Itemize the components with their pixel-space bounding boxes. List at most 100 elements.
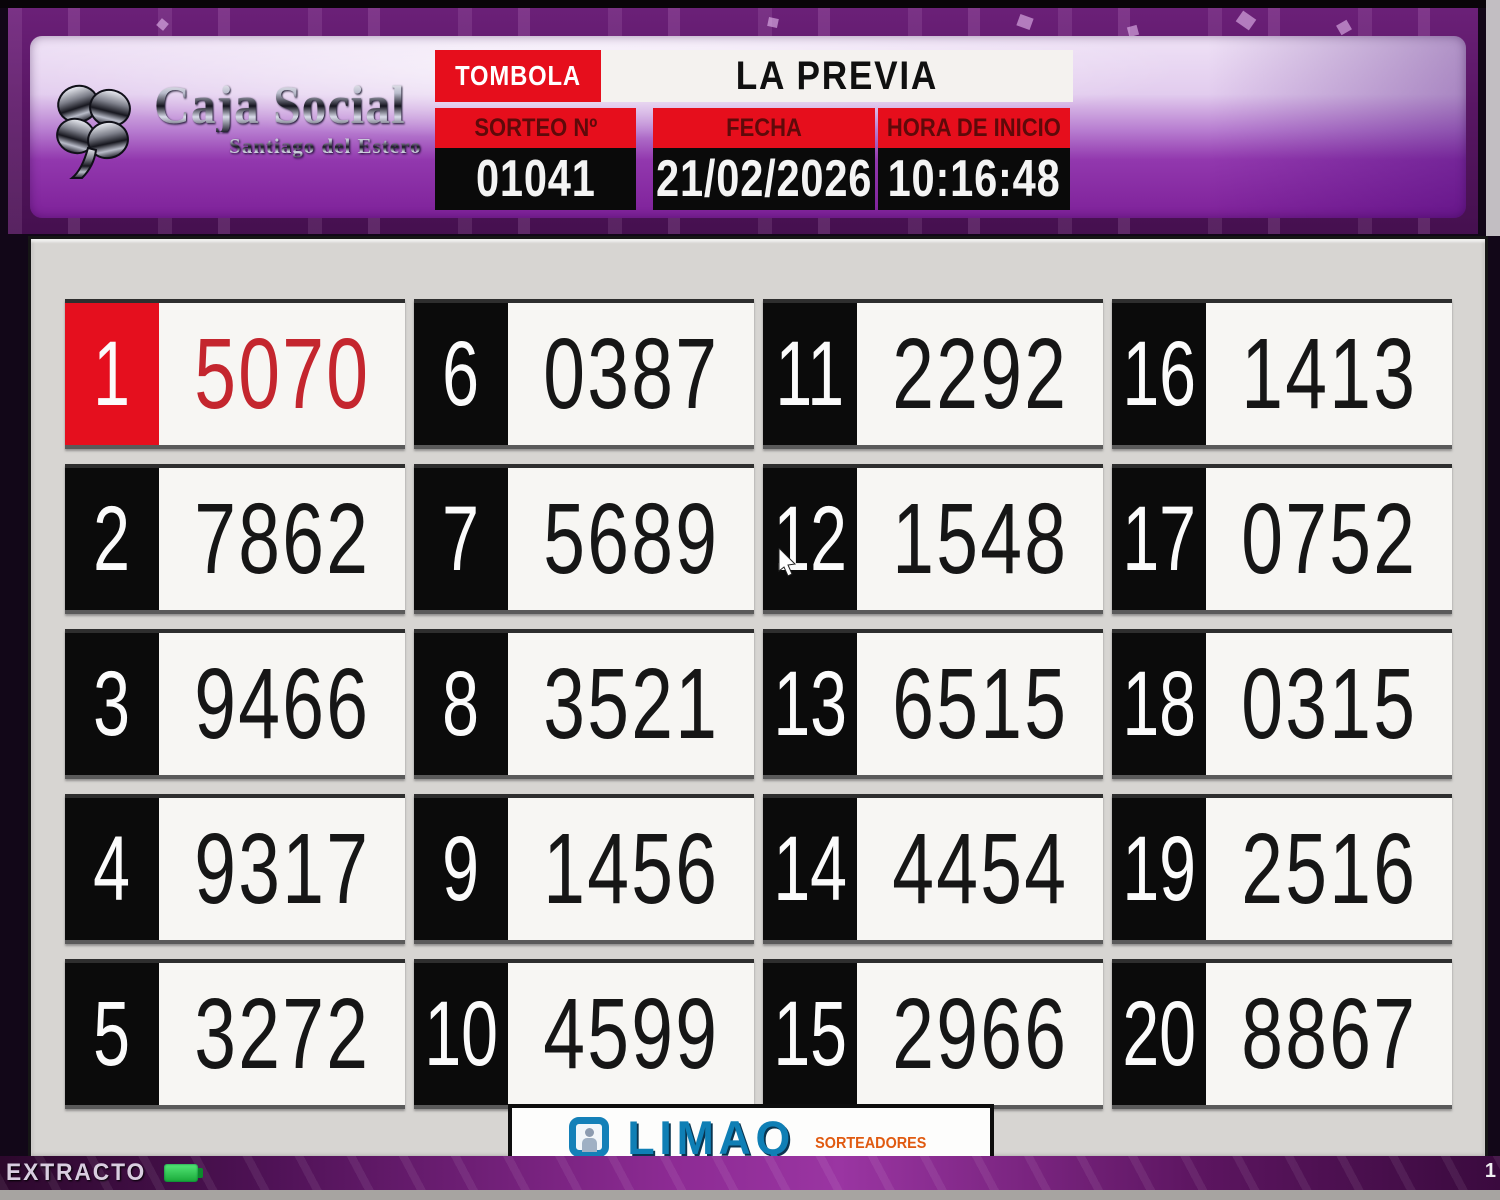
top-frame-strip — [0, 0, 1500, 8]
result-position: 12 — [763, 468, 857, 610]
draw-title-row: TOMBOLA LA PREVIA — [435, 50, 1073, 102]
confetti-decoration — [1235, 10, 1257, 31]
field-hora: HORA DE INICIO 10:16:48 — [878, 108, 1070, 210]
result-number: 6515 — [892, 647, 1068, 760]
result-position: 11 — [763, 303, 857, 445]
field-sorteo-label-text: SORTEO Nº — [474, 113, 597, 142]
game-label-badge: TOMBOLA — [435, 50, 601, 102]
result-number: 5689 — [543, 482, 719, 595]
result-cell-12: 12 1548 — [763, 464, 1103, 614]
field-sorteo-value-text: 01041 — [475, 150, 596, 208]
result-cell-8: 8 3521 — [414, 629, 754, 779]
result-position: 17 — [1112, 468, 1206, 610]
result-cell-2: 2 7862 — [65, 464, 405, 614]
draw-fields-row: SORTEO Nº 01041 FECHA 21/02/2026 HORA DE… — [435, 108, 1073, 210]
result-position: 20 — [1112, 963, 1206, 1105]
result-cell-4: 4 9317 — [65, 794, 405, 944]
logo-subtitle: Santiago del Estero — [154, 134, 428, 159]
result-position: 19 — [1112, 798, 1206, 940]
result-position: 13 — [763, 633, 857, 775]
result-number: 9317 — [194, 812, 370, 925]
result-cell-16: 16 1413 — [1112, 299, 1452, 449]
confetti-decoration — [1336, 19, 1352, 36]
result-number: 2966 — [892, 977, 1068, 1090]
result-number: 0387 — [543, 317, 719, 430]
battery-icon — [163, 1164, 203, 1182]
result-position: 4 — [65, 798, 159, 940]
screen-right-edge — [1486, 0, 1500, 236]
result-position: 9 — [414, 798, 508, 940]
field-fecha-label: FECHA — [653, 108, 875, 148]
limaq-tagline: SORTEADORES — [815, 1135, 927, 1152]
bottom-frame-strip — [0, 1190, 1500, 1200]
result-number: 1548 — [892, 482, 1068, 595]
field-fecha-value: 21/02/2026 — [653, 148, 875, 210]
field-hora-value-text: 10:16:48 — [887, 150, 1061, 208]
logo-title: Caja Social — [154, 75, 406, 135]
confetti-decoration — [767, 17, 779, 28]
draw-title: LA PREVIA — [735, 53, 939, 98]
game-label: TOMBOLA — [455, 60, 581, 91]
result-cell-7: 7 5689 — [414, 464, 754, 614]
field-fecha-value-text: 21/02/2026 — [655, 150, 873, 208]
field-sorteo-value: 01041 — [435, 148, 636, 210]
result-position: 10 — [414, 963, 508, 1105]
result-number: 0752 — [1241, 482, 1417, 595]
result-position: 16 — [1112, 303, 1206, 445]
result-number: 4599 — [543, 977, 719, 1090]
result-number: 4454 — [892, 812, 1068, 925]
limaq-logo-strip: LIMAQ SORTEADORES — [508, 1104, 994, 1166]
result-cell-20: 20 8867 — [1112, 959, 1452, 1109]
results-panel: 1 5070 6 0387 11 2292 16 1413 2 7862 7 5… — [28, 236, 1488, 1162]
field-hora-label: HORA DE INICIO — [878, 108, 1070, 148]
limaq-q-icon — [569, 1117, 609, 1157]
result-number: 3272 — [194, 977, 370, 1090]
result-number: 2292 — [892, 317, 1068, 430]
result-cell-9: 9 1456 — [414, 794, 754, 944]
result-position: 14 — [763, 798, 857, 940]
result-number: 8867 — [1241, 977, 1417, 1090]
result-position: 5 — [65, 963, 159, 1105]
confetti-decoration — [156, 18, 169, 31]
result-position: 7 — [414, 468, 508, 610]
result-number: 7862 — [194, 482, 370, 595]
result-number: 1456 — [543, 812, 719, 925]
result-position: 3 — [65, 633, 159, 775]
result-cell-19: 19 2516 — [1112, 794, 1452, 944]
result-cell-6: 6 0387 — [414, 299, 754, 449]
caja-social-logo: Caja Social Santiago del Estero — [48, 78, 428, 182]
field-fecha-label-text: FECHA — [726, 113, 802, 142]
logo-text: Caja Social Santiago del Estero — [154, 78, 428, 159]
result-number: 2516 — [1241, 812, 1417, 925]
result-cell-10: 10 4599 — [414, 959, 754, 1109]
limaq-brand: LIMAQ — [627, 1110, 796, 1164]
clover-icon — [56, 84, 131, 179]
extracto-label: EXTRACTO — [6, 1159, 147, 1186]
result-position: 2 — [65, 468, 159, 610]
draw-title-box: LA PREVIA — [601, 50, 1073, 102]
field-sorteo-label: SORTEO Nº — [435, 108, 636, 148]
result-cell-13: 13 6515 — [763, 629, 1103, 779]
result-position: 6 — [414, 303, 508, 445]
result-position: 1 — [65, 303, 159, 445]
result-cell-5: 5 3272 — [65, 959, 405, 1109]
result-cell-3: 3 9466 — [65, 629, 405, 779]
result-number: 0315 — [1241, 647, 1417, 760]
result-position: 18 — [1112, 633, 1206, 775]
result-cell-11: 11 2292 — [763, 299, 1103, 449]
result-number: 3521 — [543, 647, 719, 760]
field-hora-label-text: HORA DE INICIO — [887, 113, 1061, 142]
confetti-decoration — [1016, 13, 1034, 31]
mouse-cursor — [778, 548, 797, 577]
result-number: 1413 — [1241, 317, 1417, 430]
bottom-status-bar: EXTRACTO — [0, 1156, 1500, 1190]
result-number: 9466 — [194, 647, 370, 760]
field-fecha: FECHA 21/02/2026 — [653, 108, 875, 210]
result-cell-1: 1 5070 — [65, 299, 405, 449]
corner-mark: 1 — [1484, 1160, 1496, 1182]
result-position: 8 — [414, 633, 508, 775]
result-number: 5070 — [194, 317, 370, 430]
result-cell-18: 18 0315 — [1112, 629, 1452, 779]
result-position: 15 — [763, 963, 857, 1105]
